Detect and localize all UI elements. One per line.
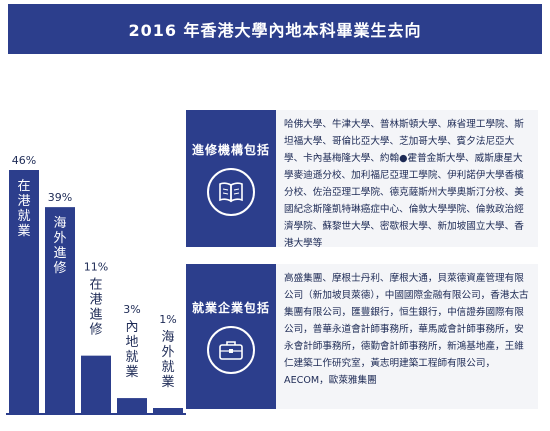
value-label-4: 3% xyxy=(123,303,140,316)
category-label-1: 在港就業 xyxy=(17,179,30,239)
study-badge: 進修機構包括 xyxy=(186,110,276,247)
bar-4 xyxy=(117,398,147,414)
work-companies: 高盛集團、摩根士丹利、摩根大通，貝萊德資產管理有限公司（新加坡貝萊德），中國國際… xyxy=(276,264,538,409)
work-label: 就業企業包括 xyxy=(191,301,270,315)
book-icon xyxy=(207,168,255,216)
study-institutions: 哈佛大學、牛津大學、普林斯頓大學、麻省理工學院、斯坦福大學、哥倫比亞大學、芝加哥… xyxy=(276,110,538,249)
bar-2 xyxy=(45,207,75,414)
page-header: 2016 年香港大學內地本科畢業生去向 xyxy=(8,4,542,54)
bar-5 xyxy=(153,408,183,414)
value-label-2: 39% xyxy=(48,191,72,204)
category-label-5: 海外就業 xyxy=(161,330,174,390)
study-label: 進修機構包括 xyxy=(191,143,270,157)
work-badge: 就業企業包括 xyxy=(186,264,276,409)
category-label-3: 在港進修 xyxy=(89,278,102,338)
bar-1 xyxy=(9,170,39,414)
value-label-3: 11% xyxy=(84,261,108,274)
page-title: 2016 年香港大學內地本科畢業生去向 xyxy=(128,21,422,40)
value-label-5: 1% xyxy=(159,313,176,326)
value-label-1: 46% xyxy=(12,154,36,167)
bar-3 xyxy=(81,355,111,414)
category-label-4: 內地就業 xyxy=(125,320,138,380)
category-label-2: 海外進修 xyxy=(53,216,66,276)
briefcase-icon xyxy=(207,326,255,374)
